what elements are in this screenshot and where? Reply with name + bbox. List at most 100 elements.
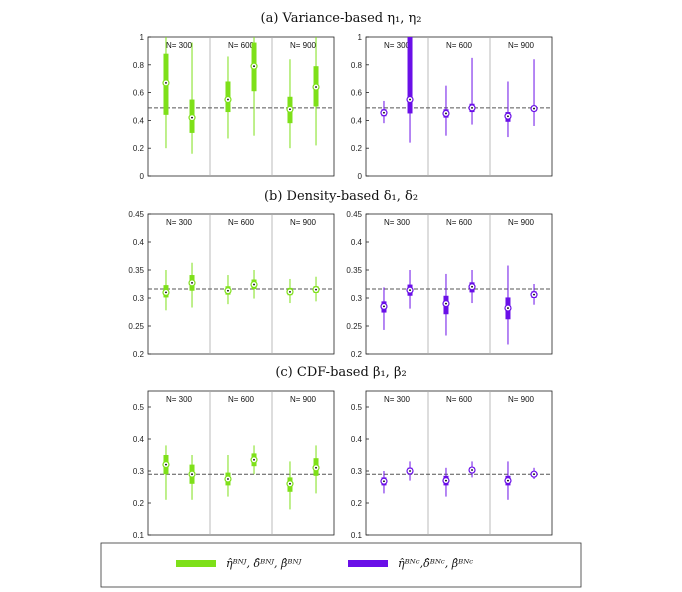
- median-dot: [409, 289, 411, 292]
- median-dot: [409, 470, 411, 472]
- y-tick-label: 1: [140, 33, 145, 42]
- panel-1-0: 0.2 0.25 0.3 0.35 0.4 0.45 N= 300 N= 600 N= 900: [128, 210, 335, 359]
- median-dot: [165, 81, 167, 84]
- axes-frame: [147, 213, 335, 355]
- box-bnc-g2-p1: [530, 59, 538, 126]
- median-dot: [315, 466, 317, 469]
- box-bnj-g1-p0: [224, 455, 232, 497]
- y-tick-label: 0.5: [133, 403, 145, 412]
- group-label: N= 600: [228, 41, 255, 50]
- box-bnj-g0-p0: [162, 37, 170, 149]
- panel-a-title: (a) Variance-based η₁, η₂: [261, 11, 422, 26]
- y-tick-label: 0.2: [351, 350, 363, 359]
- y-tick-label: 0.25: [128, 322, 144, 331]
- box-bnj-g1-p1: [250, 270, 258, 299]
- group-label: N= 900: [508, 218, 535, 227]
- median-dot: [289, 482, 291, 485]
- box-bnc-g0-p0: [380, 471, 388, 494]
- box-bnj-g2-p1: [312, 445, 320, 494]
- box-bnc-g0-p0: [380, 100, 388, 124]
- group-label: N= 300: [384, 395, 411, 404]
- panel-c-title: (c) CDF-based β₁, β₂: [275, 365, 406, 380]
- box-bnj-g2-p0: [286, 59, 294, 149]
- legend-swatch-bnc: [348, 560, 388, 567]
- median-dot: [445, 112, 447, 115]
- y-tick-label: 0.8: [133, 61, 145, 70]
- y-tick-label: 1: [358, 33, 363, 42]
- box-bnj-g0-p1: [188, 262, 196, 308]
- iqr-box: [407, 37, 413, 114]
- median-dot: [383, 111, 385, 114]
- legend-box: [100, 542, 582, 588]
- y-tick-label: 0.4: [133, 116, 145, 125]
- y-tick-label: 0.1: [133, 531, 145, 540]
- median-dot: [507, 307, 509, 309]
- panel-2-1: 0.1 0.2 0.3 0.4 0.5 N= 300 N= 600 N= 900: [351, 390, 553, 540]
- box-bnj-g1-p0: [224, 56, 232, 139]
- y-tick-label: 0.4: [133, 238, 145, 247]
- box-bnj-g1-p1: [250, 445, 258, 475]
- median-dot: [507, 479, 509, 482]
- box-bnc-g0-p1: [406, 270, 414, 309]
- y-tick-label: 0.45: [128, 210, 144, 219]
- y-tick-label: 0.4: [351, 435, 363, 444]
- y-tick-label: 0.2: [133, 144, 145, 153]
- box-bnc-g0-p1: [406, 461, 414, 481]
- median-dot: [191, 116, 193, 119]
- group-label: N= 300: [166, 41, 193, 50]
- y-tick-label: 0.5: [351, 403, 363, 412]
- median-dot: [471, 285, 473, 288]
- median-dot: [445, 302, 447, 305]
- y-tick-label: 0.6: [351, 89, 363, 98]
- median-dot: [507, 115, 509, 118]
- median-dot: [383, 305, 385, 308]
- panel-0-1: 0 0.2 0.4 0.6 0.8 1 N= 300 N= 600 N= 900: [351, 33, 553, 181]
- legend: η̂ᴮᴺᴶ, δ̂ᴮᴺᴶ, β̂ᴮᴺᴶ η̂ᴮᴺᶜ,δ̂ᴮᴺᶜ, β̂ᴮᴺᶜ: [100, 542, 582, 588]
- box-bnj-g2-p0: [286, 278, 294, 304]
- box-bnc-g2-p0: [504, 461, 512, 500]
- group-label: N= 300: [166, 395, 193, 404]
- y-tick-label: 0.3: [351, 294, 363, 303]
- box-bnc-g2-p1: [530, 284, 538, 305]
- median-dot: [253, 65, 255, 68]
- y-tick-label: 0.4: [351, 238, 363, 247]
- group-label: N= 600: [446, 395, 473, 404]
- box-bnc-g2-p0: [504, 265, 512, 345]
- median-dot: [533, 473, 535, 476]
- median-dot: [227, 289, 229, 292]
- box-bnc-g1-p0: [442, 85, 450, 136]
- group-label: N= 900: [290, 41, 317, 50]
- y-tick-label: 0.6: [133, 89, 145, 98]
- group-label: N= 900: [290, 218, 317, 227]
- panel-0-0: 0 0.2 0.4 0.6 0.8 1 N= 300 N= 600 N= 900: [133, 33, 335, 181]
- group-label: N= 900: [508, 395, 535, 404]
- y-tick-label: 0.45: [346, 210, 362, 219]
- y-tick-label: 0.3: [351, 467, 363, 476]
- group-label: N= 900: [290, 395, 317, 404]
- y-tick-label: 0: [358, 172, 363, 181]
- median-dot: [165, 463, 167, 466]
- median-dot: [227, 98, 229, 101]
- y-tick-label: 0.8: [351, 61, 363, 70]
- axes-frame: [147, 390, 335, 536]
- box-bnc-g1-p1: [468, 57, 476, 125]
- box-bnc-g0-p0: [380, 287, 388, 330]
- y-tick-label: 0.3: [133, 467, 145, 476]
- box-bnj-g2-p0: [286, 461, 294, 510]
- median-dot: [315, 86, 317, 88]
- group-label: N= 300: [384, 41, 411, 50]
- axes-frame: [147, 36, 335, 177]
- y-tick-label: 0.3: [133, 294, 145, 303]
- median-dot: [191, 473, 193, 476]
- legend-swatch-bnj: [176, 560, 216, 567]
- box-bnj-g0-p1: [188, 42, 196, 154]
- box-bnc-g2-p1: [530, 467, 538, 479]
- median-dot: [533, 293, 535, 296]
- group-label: N= 600: [446, 41, 473, 50]
- legend-label-bnj: η̂ᴮᴺᴶ, δ̂ᴮᴺᴶ, β̂ᴮᴺᴶ: [226, 557, 303, 570]
- box-bnj-g1-p0: [224, 275, 232, 305]
- median-dot: [289, 108, 291, 111]
- median-dot: [409, 98, 411, 101]
- median-dot: [165, 291, 167, 294]
